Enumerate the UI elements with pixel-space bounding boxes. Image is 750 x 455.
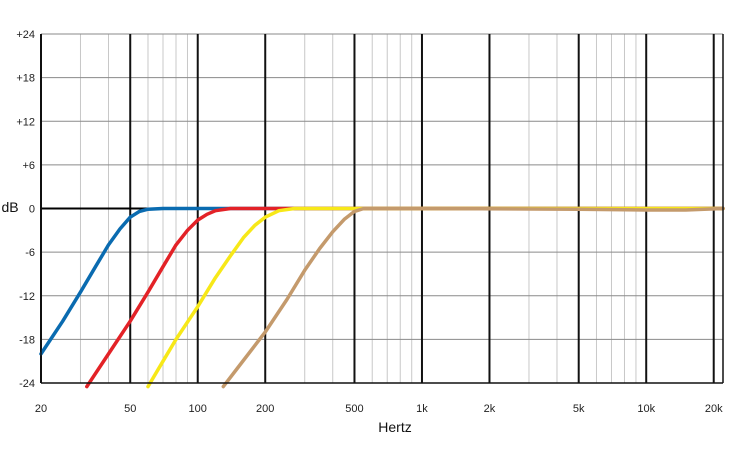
x-tick-label: 10k [637,403,655,415]
y-tick-label: +18 [16,73,35,85]
series-layer [39,206,725,389]
y-tick-label: -18 [19,334,35,346]
y-tick-label: +6 [22,160,35,172]
x-tick-label: 20k [705,403,723,415]
x-tick-label: 20 [35,403,47,415]
y-tick-label: -12 [19,291,35,303]
plot-frame [40,34,724,384]
x-tick-label: 5k [573,403,585,415]
x-tick-label: 500 [345,403,363,415]
series-line-2 [85,206,725,389]
x-tick-labels: 20 50 100 200 500 1k 2k 5k 10k 20k [35,403,723,415]
x-tick-label: 1k [416,403,428,415]
y-tick-label: +24 [16,29,35,41]
y-tick-label: -6 [25,247,35,259]
series-line-1 [39,206,725,356]
x-tick-label: 2k [484,403,496,415]
y-tick-label: -24 [19,378,35,390]
y-tick-labels: +24 +18 +12 +6 0 -6 -12 -18 -24 [16,29,35,390]
x-tick-label: 100 [189,403,207,415]
x-tick-label: 50 [124,403,136,415]
series-line-4 [221,206,725,389]
series-line-3 [146,206,725,389]
x-axis-label: Hertz [378,419,411,435]
y-tick-label: 0 [29,204,35,216]
y-tick-label: +12 [16,116,35,128]
x-tick-label: 200 [256,403,274,415]
y-axis-label: dB [1,199,18,215]
